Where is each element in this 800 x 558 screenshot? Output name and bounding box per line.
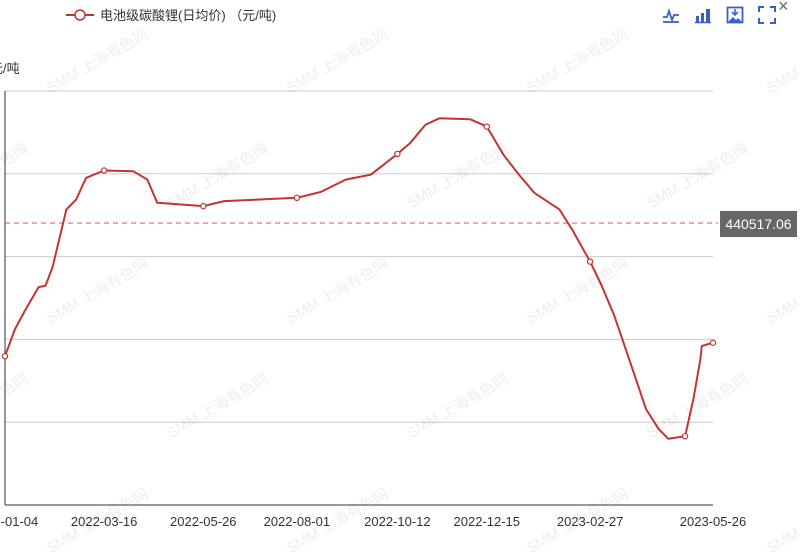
x-tick-label: 2022-10-12 <box>364 514 431 529</box>
circle-line-icon <box>66 8 94 21</box>
x-tick-label: 2023-05-26 <box>680 514 747 529</box>
legend-label: 电池级碳酸锂(日均价) （元/吨) <box>100 8 277 23</box>
download-image-icon[interactable] <box>726 6 744 24</box>
data-point <box>394 150 401 158</box>
data-point <box>100 167 108 174</box>
data-point <box>1 353 9 360</box>
y-axis-unit: 元/吨 <box>0 61 20 76</box>
data-point <box>293 194 301 202</box>
fullscreen-icon[interactable] <box>758 6 776 24</box>
legend-item[interactable]: 电池级碳酸锂(日均价) （元/吨) <box>66 5 276 24</box>
x-tick-label: 2022-12-15 <box>454 514 521 529</box>
bar-chart-icon[interactable] <box>694 6 712 24</box>
x-tick-label: 2022-08-01 <box>264 514 331 529</box>
data-point <box>586 258 594 265</box>
close-icon[interactable]: × <box>778 0 789 16</box>
average-markline-label: 440517.06 <box>720 211 797 237</box>
x-tick-label: 2022-05-26 <box>170 514 237 529</box>
data-point <box>681 433 689 440</box>
data-point <box>709 339 717 346</box>
x-tick-label: 2023-02-27 <box>557 514 624 529</box>
line-chart-icon[interactable] <box>662 6 680 24</box>
line-chart: 2022-01-04 2022-03-16 2022-05-26 2022-08-01… <box>0 90 747 529</box>
series-line <box>4 117 714 440</box>
data-point <box>200 202 207 210</box>
x-tick-label: 2022-01-04 <box>0 514 38 529</box>
data-point <box>483 123 490 130</box>
x-tick-label: 2022-03-16 <box>71 514 138 529</box>
